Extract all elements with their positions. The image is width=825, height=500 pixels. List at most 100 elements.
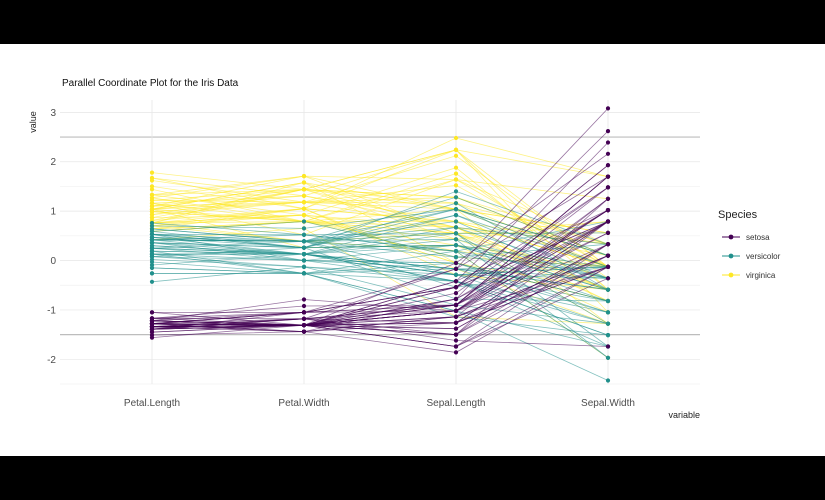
data-point-versicolor — [453, 231, 459, 236]
chart-title: Parallel Coordinate Plot for the Iris Da… — [62, 78, 239, 89]
series-line-setosa — [151, 221, 609, 325]
data-point-versicolor — [453, 219, 459, 224]
series-lines — [151, 108, 609, 381]
data-point-versicolor — [453, 201, 459, 206]
data-point-versicolor — [453, 272, 459, 277]
data-point-versicolor — [453, 189, 459, 194]
series-line-versicolor — [151, 232, 609, 347]
data-point-versicolor — [605, 378, 611, 383]
data-point-virginica — [301, 213, 307, 218]
data-point-versicolor — [453, 207, 459, 212]
series-line-versicolor — [151, 233, 609, 291]
data-point-virginica — [149, 215, 155, 220]
data-point-setosa — [453, 296, 459, 302]
data-point-virginica — [301, 180, 307, 185]
legend-items: setosa versicolor virginica — [722, 233, 781, 280]
data-point-virginica — [149, 184, 155, 189]
data-point-versicolor — [301, 245, 307, 250]
series-line-setosa — [151, 221, 609, 322]
data-point-virginica — [149, 204, 155, 209]
data-point-setosa — [453, 308, 459, 313]
data-point-versicolor — [605, 287, 611, 292]
data-point-setosa — [453, 302, 459, 308]
series-line-virginica — [151, 227, 609, 325]
x-axis-ticks: Petal.Length Petal.Width Sepal.Length Sepal… — [124, 398, 635, 409]
series-line-versicolor — [151, 266, 609, 325]
data-point-setosa — [453, 350, 459, 355]
data-point-virginica — [149, 192, 155, 197]
series-line-virginica — [151, 188, 609, 240]
series-line-setosa — [151, 232, 609, 328]
data-point-virginica — [301, 200, 307, 205]
data-point-versicolor — [605, 333, 611, 338]
data-point-setosa — [605, 344, 611, 349]
data-point-versicolor — [605, 321, 611, 326]
data-point-setosa — [453, 291, 459, 296]
series-line-setosa — [151, 130, 609, 328]
series-line-setosa — [151, 187, 609, 326]
series-line-versicolor — [151, 261, 609, 336]
data-point-virginica — [453, 171, 459, 176]
data-point-versicolor — [149, 235, 155, 240]
data-point-setosa — [301, 329, 307, 334]
data-point-setosa — [453, 344, 459, 349]
data-point-setosa — [605, 276, 611, 281]
data-point-setosa — [453, 320, 459, 325]
data-point-versicolor — [301, 271, 307, 276]
data-point-virginica — [301, 193, 307, 198]
x-tick-label: Sepal.Length — [427, 398, 486, 409]
data-point-virginica — [149, 187, 155, 192]
data-point-setosa — [301, 316, 307, 321]
data-point-setosa — [453, 279, 459, 284]
legend-label: setosa — [746, 233, 770, 242]
data-point-versicolor — [149, 249, 155, 254]
data-point-setosa — [149, 321, 155, 326]
data-point-virginica — [453, 165, 459, 170]
series-line-setosa — [151, 209, 609, 322]
data-point-versicolor — [453, 243, 459, 248]
data-point-versicolor — [301, 219, 307, 224]
data-point-virginica — [453, 147, 459, 152]
data-point-setosa — [605, 264, 611, 269]
series-line-setosa — [151, 243, 609, 347]
series-line-virginica — [151, 137, 609, 210]
data-point-setosa — [605, 230, 611, 235]
y-tick-label: 3 — [50, 108, 56, 119]
y-tick-label: 2 — [50, 157, 56, 168]
data-point-setosa — [605, 163, 611, 168]
data-point-versicolor — [149, 265, 155, 270]
legend-key-point — [728, 234, 734, 240]
data-point-setosa — [453, 338, 459, 343]
data-point-setosa — [301, 323, 307, 328]
data-point-virginica — [453, 177, 459, 182]
data-point-setosa — [605, 129, 611, 134]
data-point-versicolor — [149, 279, 155, 284]
data-point-setosa — [605, 219, 611, 224]
legend-key-point — [728, 253, 734, 259]
series-line-virginica — [151, 201, 609, 268]
series-line-versicolor — [151, 238, 609, 279]
data-point-versicolor — [301, 252, 307, 257]
y-tick-label: 0 — [50, 256, 56, 267]
data-point-versicolor — [149, 259, 155, 265]
data-point-versicolor — [149, 252, 155, 257]
data-point-setosa — [605, 185, 611, 190]
series-line-setosa — [151, 176, 609, 326]
data-point-setosa — [605, 140, 611, 145]
series-points — [149, 106, 611, 383]
series-line-versicolor — [151, 247, 609, 302]
data-point-versicolor — [605, 310, 611, 315]
legend: Species setosa versicolor virginica — [718, 209, 781, 280]
series-line-virginica — [151, 188, 609, 245]
series-line-virginica — [151, 149, 609, 197]
series-line-setosa — [151, 266, 609, 353]
data-point-virginica — [149, 201, 155, 206]
data-point-virginica — [453, 183, 459, 188]
data-point-setosa — [149, 318, 155, 323]
series-line-versicolor — [151, 208, 609, 256]
series-line-versicolor — [151, 208, 609, 268]
x-tick-label: Petal.Width — [278, 398, 329, 409]
data-point-versicolor — [149, 223, 155, 228]
y-axis-ticks: 3 2 1 0 -1 -2 — [47, 108, 56, 366]
data-point-virginica — [453, 135, 459, 141]
